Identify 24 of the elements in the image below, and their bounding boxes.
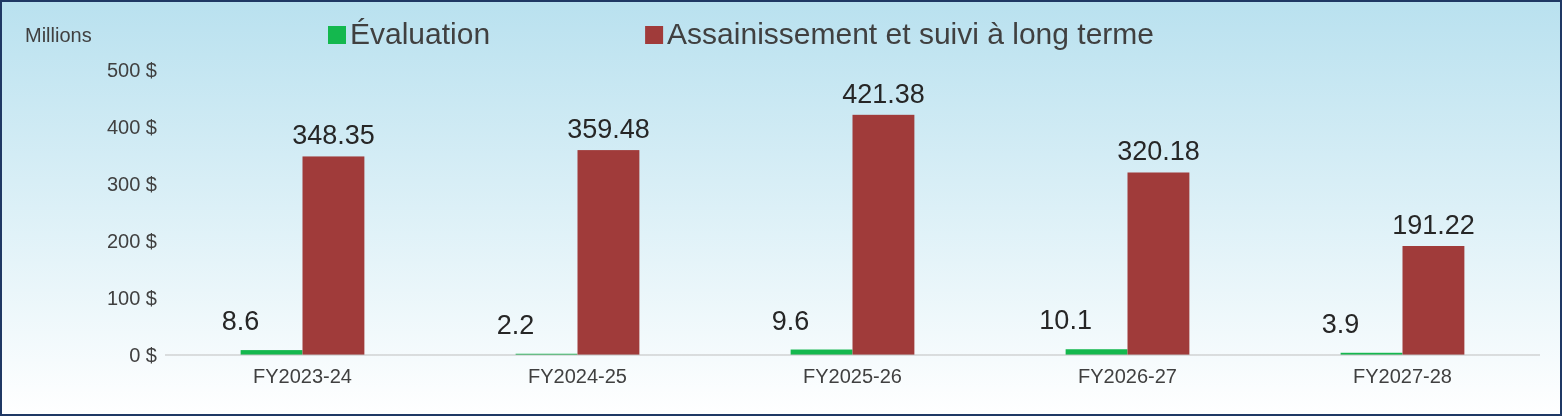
y-tick-label: 0 $ [129,343,157,366]
data-label: 2.2 [496,309,535,340]
data-label: 3.9 [1321,308,1360,339]
legend-label: Évaluation [350,17,491,50]
data-label: 421.38 [842,78,925,109]
data-label: 10.1 [1039,305,1092,336]
data-label: 359.48 [567,114,650,145]
y-tick-label: 500 $ [106,58,157,81]
legend-label: Assainissement et suivi à long terme [667,17,1154,50]
y-tick-label: 200 $ [106,229,157,252]
data-label: 348.35 [292,120,375,151]
x-tick-label: FY2025-26 [803,365,902,388]
y-tick-label: 100 $ [106,286,157,309]
x-tick-label: FY2026-27 [1078,365,1177,388]
data-label: 8.6 [221,306,260,337]
y-tick-label: 300 $ [106,172,157,195]
data-label: 9.6 [771,305,810,336]
y-tick-label: 400 $ [106,115,157,138]
y-axis-title: Millions [25,24,92,46]
data-label: 191.22 [1392,210,1475,240]
x-tick-label: FY2027-28 [1353,365,1452,388]
x-tick-label: FY2023-24 [253,365,352,388]
data-label: 320.18 [1117,136,1200,167]
x-tick-label: FY2024-25 [528,365,627,388]
